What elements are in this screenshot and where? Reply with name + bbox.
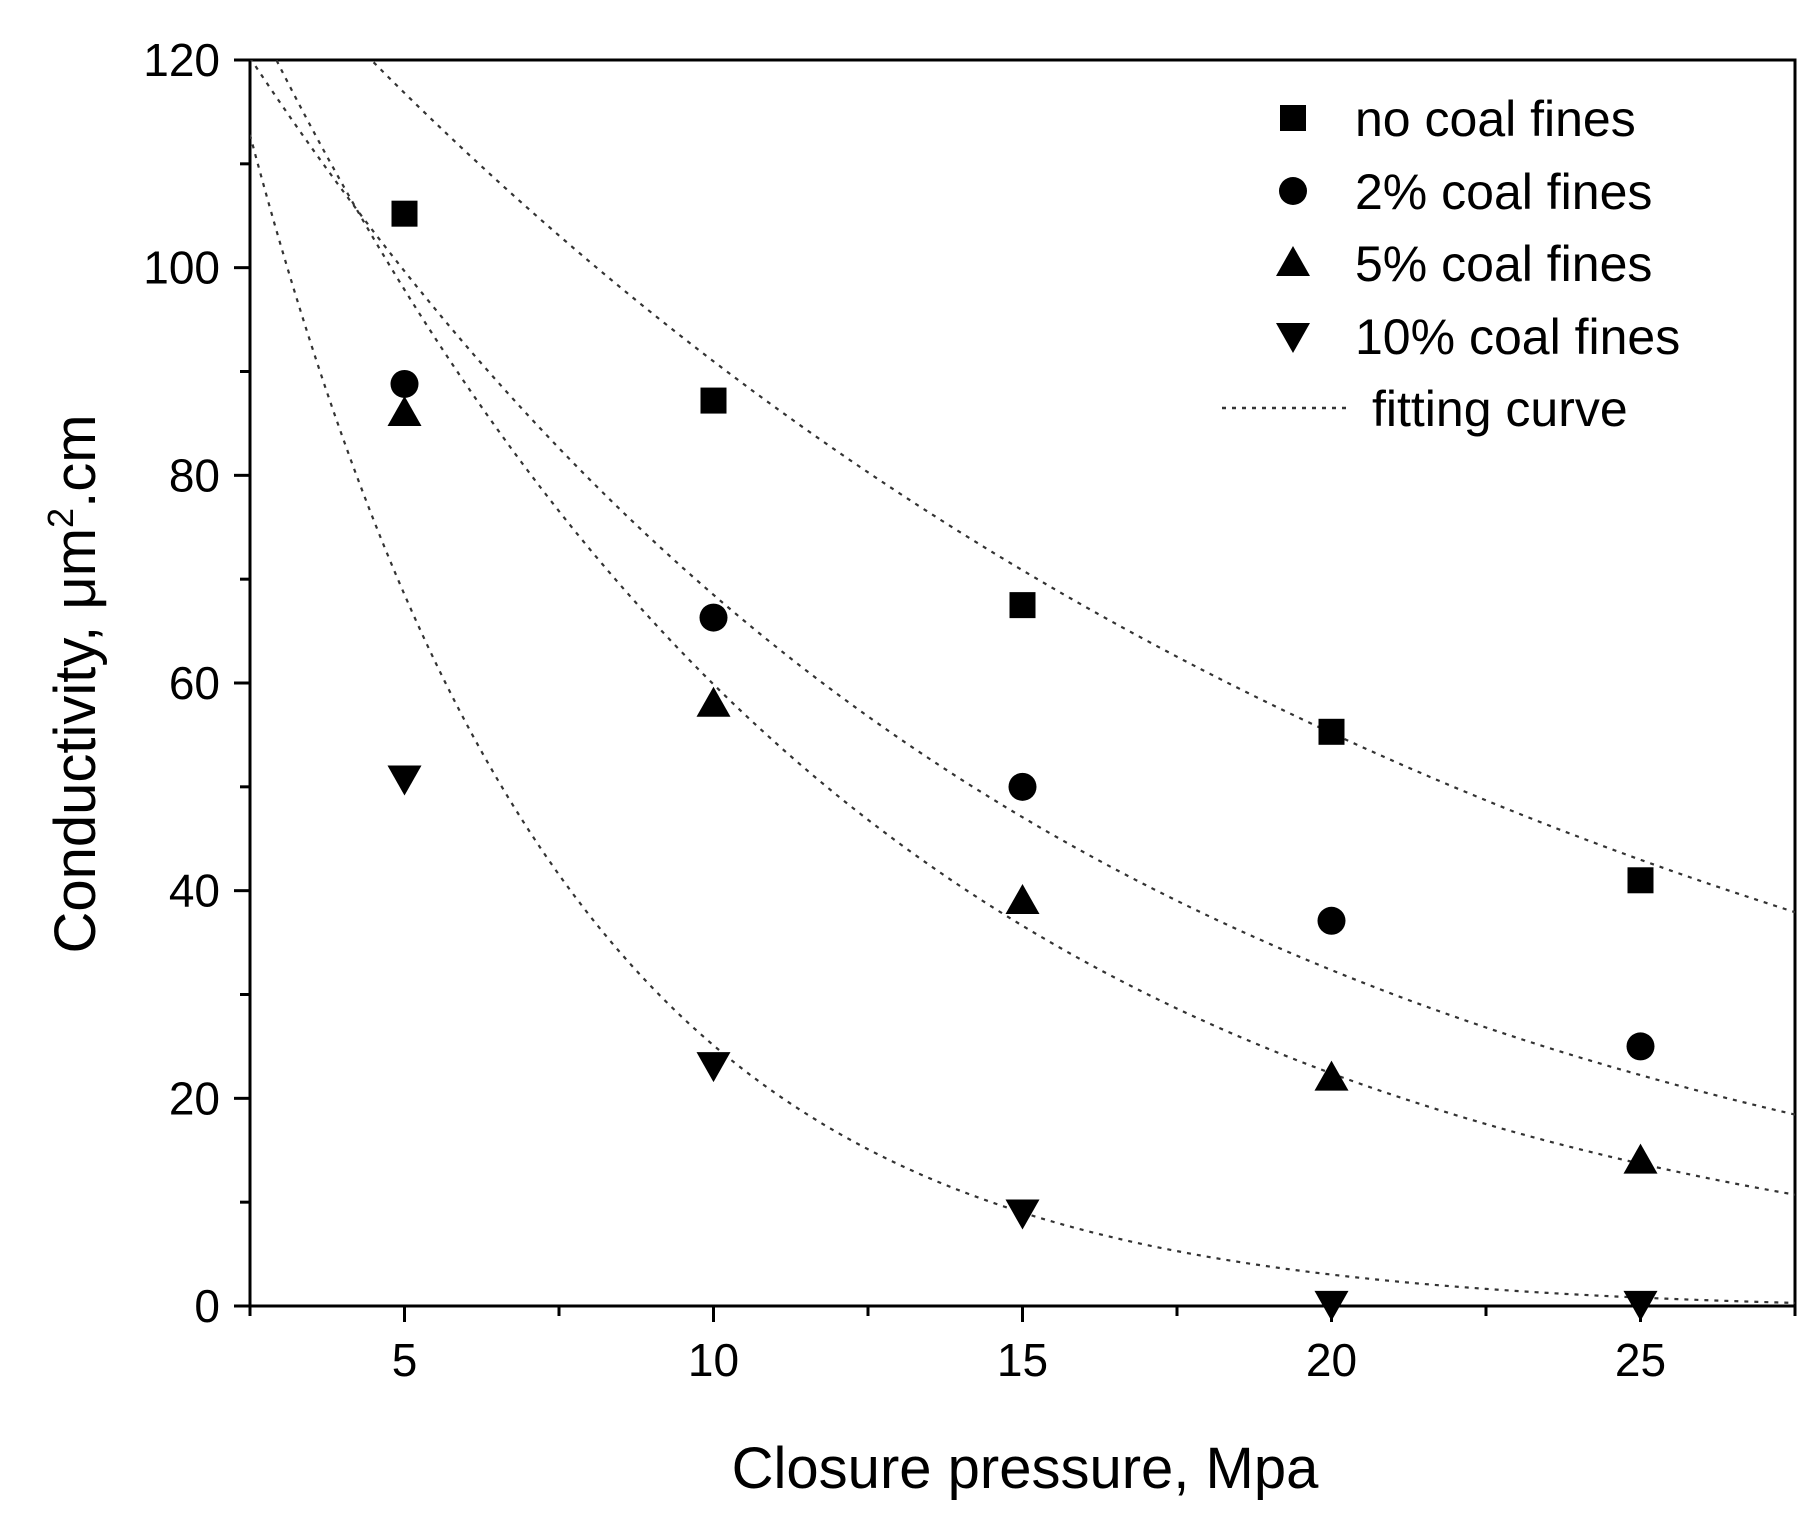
y-axis-title: Conductivity, μm2.cm (40, 414, 108, 953)
data-point (387, 396, 422, 427)
legend-marker (1280, 105, 1306, 131)
x-tick-label: 15 (997, 1334, 1048, 1386)
data-point (696, 686, 731, 717)
legend-marker (1279, 177, 1307, 205)
y-tick-label: 0 (194, 1280, 220, 1332)
legend: no coal fines 2% coal fines 5% coal fines 1… (1222, 91, 1680, 437)
data-point (1008, 772, 1037, 801)
y-tick-label: 80 (169, 449, 220, 501)
x-axis-title: Closure pressure, Mpa (732, 1436, 1319, 1501)
y-tick-label: 100 (143, 242, 220, 294)
data-point (1009, 592, 1036, 619)
fit-curve (250, 60, 1795, 1116)
legend-label: 2% coal fines (1355, 164, 1652, 220)
data-point (1314, 1060, 1349, 1091)
x-tick-label: 10 (688, 1334, 739, 1386)
legend-marker (1276, 246, 1310, 276)
y-tick-label: 120 (143, 34, 220, 86)
data-point (1627, 867, 1654, 894)
data-point (1005, 1199, 1040, 1230)
y-axis-ticks: 0 20 40 60 80 100 120 (143, 34, 250, 1332)
x-axis-ticks: 5 10 15 20 25 (248, 1306, 1797, 1386)
legend-label: no coal fines (1355, 91, 1636, 147)
data-points (387, 200, 1658, 1321)
data-point (387, 765, 422, 796)
y-tick-label: 20 (169, 1072, 220, 1124)
data-point (696, 1052, 731, 1083)
data-point (700, 387, 727, 414)
data-point (1623, 1290, 1658, 1321)
x-tick-label: 20 (1306, 1334, 1357, 1386)
legend-label: 10% coal fines (1355, 309, 1680, 365)
data-point (1314, 1290, 1349, 1321)
data-point (1005, 884, 1040, 915)
x-tick-label: 25 (1615, 1334, 1666, 1386)
data-point (1626, 1032, 1655, 1061)
data-point (1623, 1143, 1658, 1174)
data-point (699, 603, 728, 632)
legend-label: 5% coal fines (1355, 236, 1652, 292)
y-axis-title-tail: .cm (43, 414, 108, 507)
y-axis-title-main: Conductivity, μm (43, 528, 108, 954)
data-point (1317, 906, 1346, 935)
data-point (390, 369, 419, 398)
x-tick-label: 5 (392, 1334, 418, 1386)
y-axis-title-superscript: 2 (40, 508, 81, 528)
y-tick-label: 60 (169, 657, 220, 709)
y-tick-label: 40 (169, 865, 220, 917)
data-point (391, 200, 418, 227)
legend-marker (1276, 323, 1310, 353)
data-point (1318, 718, 1345, 745)
legend-label: fitting curve (1372, 381, 1628, 437)
